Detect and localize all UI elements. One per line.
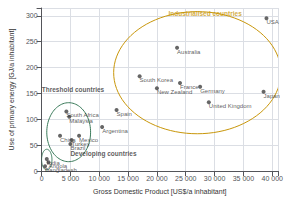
svg-text:United Kingdom: United Kingdom	[209, 103, 252, 109]
svg-text:Brazil: Brazil	[70, 145, 86, 152]
svg-text:50: 50	[30, 142, 38, 149]
svg-text:South Africa: South Africa	[66, 112, 99, 119]
svg-text:200: 200	[26, 64, 38, 71]
svg-text:35 000: 35 000	[233, 175, 255, 182]
svg-text:New Zealand: New Zealand	[157, 89, 192, 95]
svg-text:0: 0	[34, 168, 38, 175]
svg-text:China: China	[60, 136, 76, 143]
svg-text:15 000: 15 000	[117, 175, 139, 182]
svg-text:Angola: Angola	[48, 163, 68, 170]
svg-text:0: 0	[40, 175, 44, 182]
svg-text:Spain: Spain	[117, 111, 132, 117]
svg-text:250: 250	[26, 38, 38, 45]
svg-text:Malaysia: Malaysia	[69, 118, 93, 124]
svg-text:25 000: 25 000	[175, 175, 197, 182]
svg-text:Mexico: Mexico	[79, 136, 99, 143]
svg-text:South Korea: South Korea	[140, 77, 174, 83]
svg-text:5 000: 5 000	[62, 175, 80, 182]
svg-text:Industrialised countries: Industrialised countries	[168, 10, 242, 17]
svg-text:Argentina: Argentina	[102, 128, 128, 134]
svg-text:100: 100	[26, 116, 38, 123]
svg-text:France: France	[180, 84, 199, 90]
svg-text:10 000: 10 000	[89, 175, 111, 182]
svg-text:Gross Domestic Product [US$/a: Gross Domestic Product [US$/a inhabitant…	[93, 188, 227, 196]
svg-text:Germany: Germany	[200, 88, 225, 94]
svg-text:Australia: Australia	[177, 49, 201, 55]
svg-text:30 000: 30 000	[204, 175, 226, 182]
svg-text:Turkey: Turkey	[71, 141, 90, 147]
svg-text:Use of primary energy [GJ/a in: Use of primary energy [GJ/a inhabitant]	[8, 29, 16, 151]
svg-text:40 000: 40 000	[262, 175, 284, 182]
svg-text:20 000: 20 000	[146, 175, 168, 182]
svg-text:Threshold countries: Threshold countries	[42, 86, 105, 93]
svg-text:300: 300	[26, 12, 38, 19]
svg-text:Japan: Japan	[264, 93, 280, 99]
svg-text:Developing countries: Developing countries	[70, 150, 136, 158]
svg-text:150: 150	[26, 90, 38, 97]
svg-text:USA: USA	[266, 19, 278, 25]
svg-text:Bangladesh: Bangladesh	[45, 167, 77, 173]
